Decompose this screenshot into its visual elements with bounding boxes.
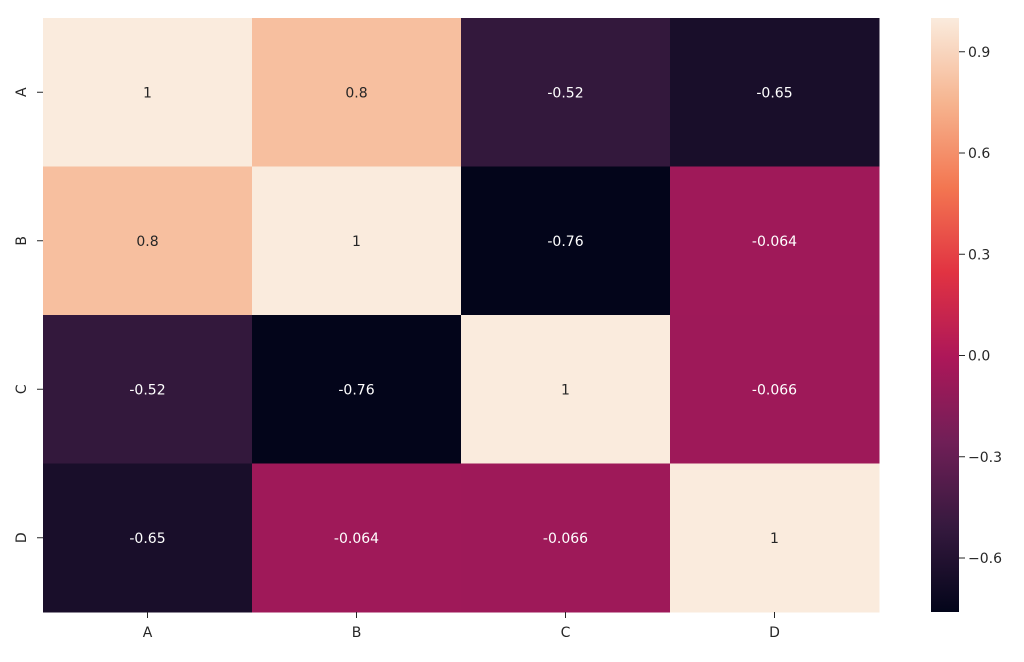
colorbar-tick-label: 0.0 [968, 349, 990, 365]
cell-value-label: -0.76 [547, 234, 583, 250]
cell-value-label: -0.52 [547, 85, 583, 101]
cell-value-label: -0.52 [129, 382, 165, 398]
colorbar-tick-label: 0.9 [968, 45, 990, 61]
heatmap-cell [670, 315, 880, 464]
heatmap-cell [670, 463, 880, 613]
cell-value-label: 1 [561, 382, 570, 398]
heatmap-cell [43, 166, 253, 316]
colorbar-tick-label: −0.3 [968, 450, 1002, 466]
colorbar-tick-label: 0.6 [968, 146, 990, 162]
heatmap-cell [252, 166, 462, 316]
heatmap-cell [461, 166, 671, 316]
heatmap-cell [670, 166, 880, 316]
x-tick-label: B [352, 625, 362, 641]
heatmap-cell [461, 18, 671, 167]
cell-value-label: -0.65 [756, 85, 792, 101]
heatmap-cell [461, 463, 671, 613]
heatmap-cells: 1 0.8 -0.52 -0.65 0.8 1 -0.76 -0.064 -0.52 -0.76 1… [43, 18, 880, 613]
heatmap-cell [252, 315, 462, 464]
y-tick-label: D [14, 532, 30, 543]
heatmap-cell [670, 18, 880, 167]
cell-value-label: -0.066 [543, 531, 588, 547]
heatmap-cell [252, 18, 462, 167]
x-tick-label: A [143, 625, 153, 641]
x-tick-label: C [561, 625, 571, 641]
cell-value-label: -0.066 [752, 382, 797, 398]
cell-value-label: -0.65 [129, 531, 165, 547]
cell-value-label: -0.064 [334, 531, 379, 547]
cell-value-label: -0.064 [752, 234, 797, 250]
y-tick-label: B [14, 236, 30, 246]
cell-value-label: 1 [770, 531, 779, 547]
x-axis: A B C D [143, 612, 780, 641]
colorbar-tick-label: −0.6 [968, 551, 1002, 567]
heatmap-cell [43, 463, 253, 613]
x-tick-label: D [769, 625, 780, 641]
y-tick-label: A [14, 87, 30, 97]
y-axis: A B C D [14, 87, 43, 543]
colorbar: 0.9 0.6 0.3 0.0 −0.3 −0.6 [931, 18, 1002, 612]
heatmap-cell [43, 315, 253, 464]
cell-value-label: 0.8 [136, 234, 158, 250]
y-tick-label: C [14, 384, 30, 394]
heatmap-cell [43, 18, 253, 167]
heatmap-cell [252, 463, 462, 613]
cell-value-label: 0.8 [345, 85, 367, 101]
colorbar-gradient [931, 18, 959, 612]
cell-value-label: -0.76 [338, 382, 374, 398]
colorbar-tick-label: 0.3 [968, 247, 990, 263]
cell-value-label: 1 [143, 85, 152, 101]
cell-value-label: 1 [352, 234, 361, 250]
heatmap-cell [461, 315, 671, 464]
